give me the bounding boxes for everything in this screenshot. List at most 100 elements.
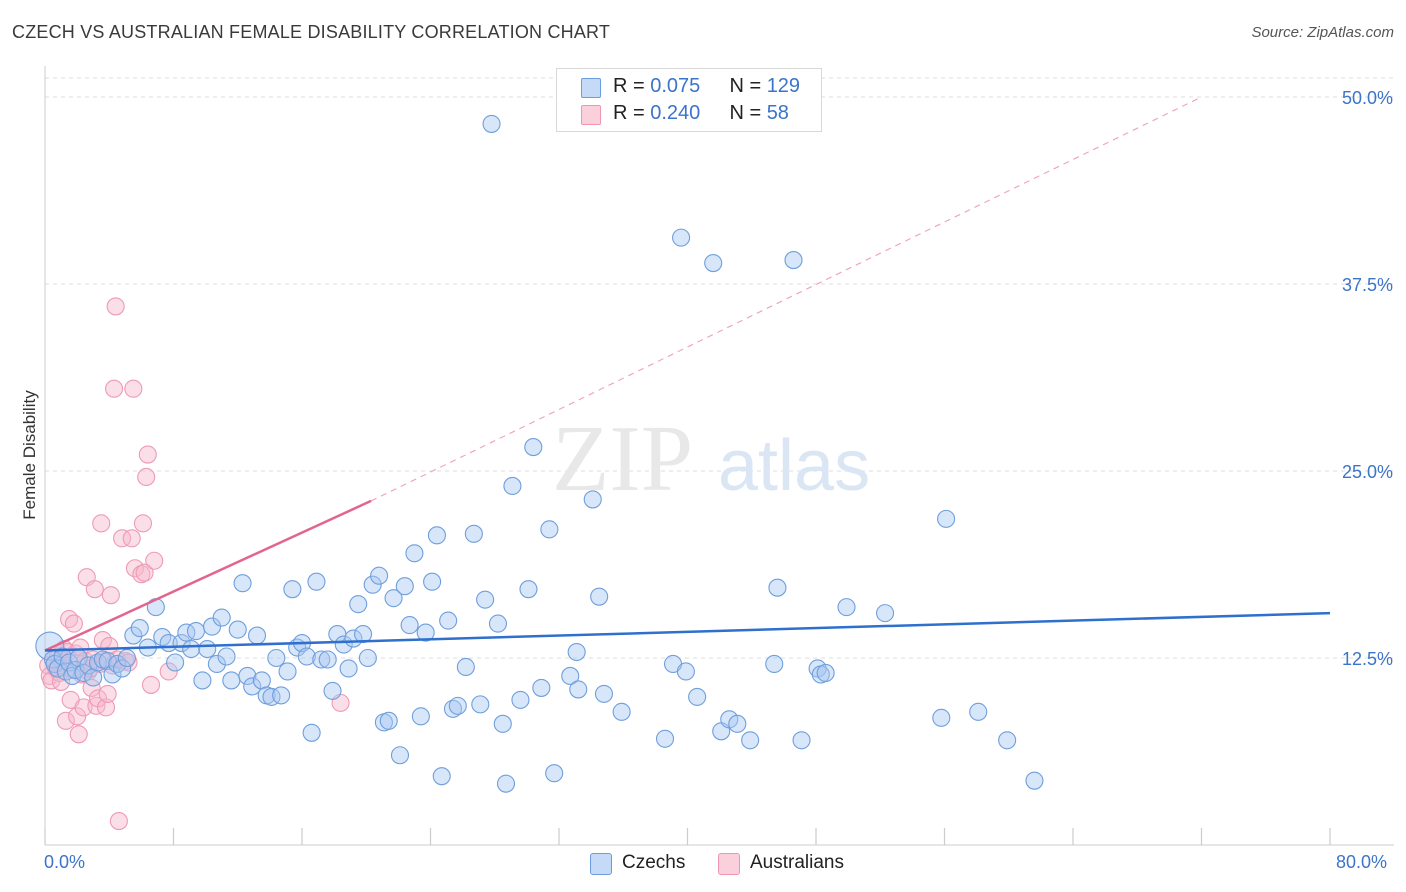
- watermark-zip: ZIP: [552, 407, 693, 511]
- czechs-point: [594, 684, 614, 703]
- czechs-point: [998, 731, 1017, 750]
- czechs-swatch: [581, 78, 601, 98]
- czechs-point: [792, 731, 811, 750]
- australians-point: [68, 707, 87, 726]
- czechs-point: [323, 681, 342, 700]
- czechs-point: [117, 648, 136, 668]
- czechs-point: [464, 524, 483, 543]
- czechs-point: [379, 711, 398, 730]
- czechs-point: [312, 650, 331, 669]
- czechs-point: [307, 572, 326, 591]
- australians-point: [122, 529, 141, 548]
- czechs-point: [511, 690, 530, 709]
- czechs-point: [704, 254, 723, 273]
- australians-point: [56, 711, 75, 730]
- czechs-n-value: 129: [766, 75, 801, 97]
- czechs-r-value: 0.075: [650, 75, 701, 97]
- australians-point: [85, 580, 104, 599]
- czechs-point: [233, 574, 252, 593]
- australians-point: [141, 675, 161, 694]
- czechs-point: [349, 595, 368, 614]
- australians-point: [69, 725, 88, 744]
- y-tick-labels: 12.5% 25.0% 37.5% 50.0%: [1342, 88, 1393, 669]
- x-tick-max: 80.0%: [1336, 852, 1388, 872]
- czechs-point: [177, 623, 196, 642]
- czechs-point: [768, 578, 787, 597]
- czechs-point: [590, 587, 609, 606]
- australians-point: [138, 445, 157, 464]
- czechs-point: [471, 695, 490, 714]
- czechs-point: [612, 702, 631, 721]
- czechs-point: [1025, 771, 1044, 790]
- czechs-point: [252, 671, 271, 690]
- czechs-point: [353, 625, 373, 644]
- czechs-point: [443, 699, 463, 718]
- australians-point: [106, 297, 125, 316]
- x-tick-min: 0.0%: [44, 852, 86, 872]
- czechs-point: [370, 566, 389, 585]
- czechs-point: [561, 666, 580, 686]
- czechs-point: [88, 653, 108, 672]
- trend-lines: [44, 96, 1331, 652]
- czechs-point: [193, 671, 212, 690]
- australians-point: [92, 514, 111, 533]
- y-tick-label: 25.0%: [1342, 462, 1393, 482]
- australians-legend-label: Australians: [750, 852, 844, 873]
- y-tick-label: 12.5%: [1342, 649, 1393, 669]
- australians-n-value: 58: [766, 102, 789, 124]
- czechs-point: [741, 731, 760, 750]
- czechs-point: [103, 665, 122, 684]
- y-axis-label: Female Disability: [20, 390, 39, 520]
- czechs-point: [212, 608, 231, 627]
- czechs-point: [207, 654, 226, 674]
- czechs-point: [540, 520, 559, 539]
- australians-point: [101, 586, 120, 605]
- czechs-trend-line: [44, 611, 1331, 652]
- australians-trend-line: [44, 499, 372, 652]
- czechs-point: [130, 619, 149, 638]
- czechs-point: [423, 572, 442, 591]
- czechs-point: [493, 714, 512, 733]
- czechs-point: [488, 614, 508, 633]
- czechs-legend-label: Czechs: [622, 852, 686, 873]
- czechs-point: [765, 654, 784, 674]
- czechs-point: [186, 622, 206, 641]
- czechs-point: [503, 476, 522, 496]
- correlation-legend: R = 0.075 N = 129 R = 0.240 N = 58: [556, 68, 822, 132]
- czechs-point: [217, 647, 236, 666]
- czechs-point: [84, 668, 103, 687]
- australians-point: [135, 563, 154, 582]
- czechs-point: [198, 639, 217, 659]
- australians-point: [98, 684, 117, 703]
- czechs-point: [583, 490, 602, 509]
- czechs-point: [302, 723, 321, 742]
- czechs-point: [60, 653, 79, 672]
- czechs-point: [405, 544, 424, 563]
- czechs-point: [728, 714, 747, 733]
- czechs-point: [676, 662, 695, 681]
- australians-point: [113, 529, 132, 548]
- czechs-point: [283, 580, 302, 599]
- australians-point: [64, 614, 83, 633]
- czechs-point: [35, 631, 65, 661]
- czechs-point: [532, 678, 551, 697]
- australians-points: [39, 297, 350, 831]
- czechs-point: [272, 686, 291, 705]
- watermark: ZIP atlas: [552, 407, 870, 511]
- australians-swatch: [581, 105, 601, 125]
- czechs-point: [545, 764, 564, 783]
- australians-point: [87, 696, 106, 715]
- australians-point: [52, 672, 71, 691]
- czechs-point: [339, 659, 358, 678]
- czechs-r-label: R =: [613, 75, 651, 97]
- czechs-point: [247, 626, 267, 645]
- czechs-point: [476, 590, 495, 609]
- czechs-point: [334, 635, 353, 654]
- czechs-point: [384, 589, 403, 608]
- czechs-point: [937, 509, 956, 528]
- czechs-point: [267, 648, 286, 668]
- chart-title: CZECH VS AUSTRALIAN FEMALE DISABILITY CO…: [12, 22, 611, 42]
- y-tick-label: 50.0%: [1342, 88, 1393, 108]
- australians-point: [132, 565, 151, 584]
